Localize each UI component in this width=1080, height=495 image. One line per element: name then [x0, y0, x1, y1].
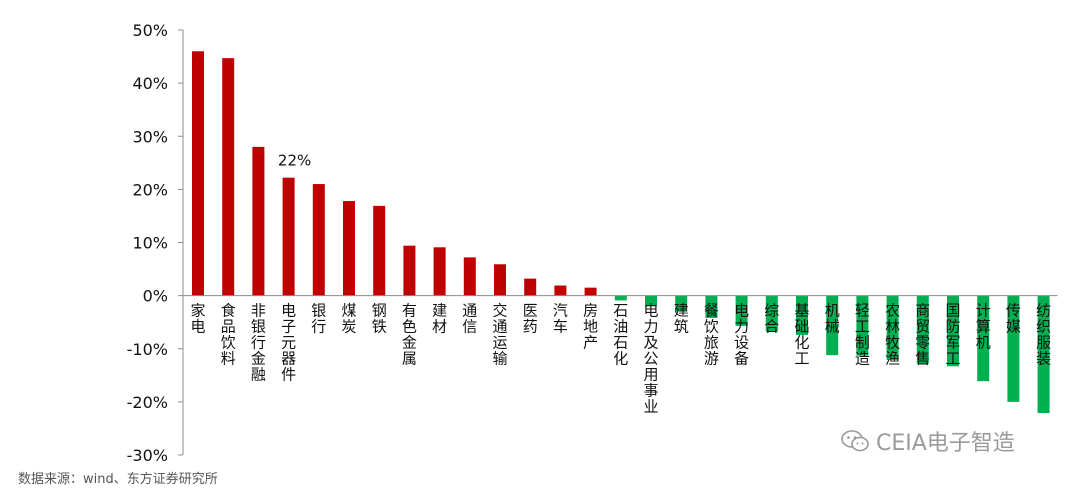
- bar: [765, 295, 778, 332]
- x-tick-label: 食品饮料: [221, 302, 236, 368]
- y-tick-label: 40%: [132, 74, 168, 93]
- x-tick-label: 银行: [311, 302, 326, 336]
- x-tick-label: 交通运输: [492, 302, 507, 368]
- bar: [1037, 295, 1050, 414]
- bar: [614, 295, 627, 301]
- bar: [886, 295, 899, 360]
- x-tick-label: 计算机: [976, 302, 991, 352]
- x-tick-label: 商贸零售: [915, 302, 930, 368]
- x-tick-label: 国防军工: [945, 302, 960, 368]
- x-tick-label: 纺织服装: [1036, 302, 1051, 368]
- y-tick-label: -10%: [127, 340, 168, 359]
- bar: [856, 295, 869, 356]
- bar: [796, 295, 808, 335]
- x-tick-label: 传媒: [1006, 302, 1021, 336]
- bar: [222, 58, 235, 296]
- x-tick-label: 石油石化: [613, 302, 628, 368]
- bar: [675, 295, 688, 312]
- bar: [977, 295, 990, 382]
- bar: [705, 295, 718, 318]
- x-tick-label: 汽车: [553, 302, 568, 336]
- bar: [433, 247, 446, 296]
- bar: [494, 264, 506, 296]
- bar: [1007, 295, 1020, 402]
- bar: [373, 205, 386, 296]
- bar: [463, 257, 476, 296]
- bar: [554, 285, 567, 296]
- bar: [282, 177, 295, 296]
- y-tick-label: 50%: [132, 21, 168, 40]
- bar: [645, 295, 657, 307]
- bar: [252, 146, 265, 296]
- x-tick-label: 房地产: [583, 302, 598, 352]
- data-label: 22%: [278, 152, 311, 170]
- x-tick-label: 电子元器件: [281, 302, 296, 384]
- x-tick-label: 钢铁: [372, 302, 387, 336]
- bar: [916, 295, 929, 364]
- y-tick-label: 0%: [143, 287, 168, 306]
- y-tick-label: -20%: [127, 393, 168, 412]
- x-tick-label: 电力及公用事业: [643, 302, 658, 416]
- bar: [524, 278, 537, 296]
- x-tick-label: 建材: [432, 302, 447, 336]
- wechat-icon: [841, 430, 869, 452]
- x-tick-label: 综合: [764, 302, 779, 336]
- source-note: 数据来源：wind、东方证券研究所: [18, 472, 218, 487]
- bar: [312, 184, 325, 296]
- x-tick-label: 非银行金融: [251, 302, 266, 384]
- x-tick-label: 农林牧渔: [885, 302, 900, 368]
- x-tick-label: 有色金属: [402, 302, 417, 368]
- bar: [947, 295, 959, 367]
- x-tick-label: 医药: [523, 302, 538, 336]
- bar: [403, 245, 416, 296]
- x-tick-label: 电力设备: [734, 302, 749, 368]
- y-tick-label: 30%: [132, 127, 168, 146]
- y-tick-label: 20%: [132, 180, 168, 199]
- bar: [735, 295, 748, 326]
- x-tick-label: 通信: [462, 302, 477, 336]
- x-tick-label: 轻工制造: [855, 302, 870, 368]
- x-tick-label: 煤炭: [341, 302, 356, 336]
- y-tick-label: -30%: [127, 446, 168, 465]
- x-tick-label: 餐饮旅游: [704, 302, 719, 368]
- bar: [192, 51, 204, 296]
- y-tick-label: 10%: [132, 234, 168, 253]
- bar: [826, 295, 839, 356]
- x-tick-label: 建筑: [674, 302, 689, 336]
- watermark: CEIA电子智造: [840, 425, 1015, 457]
- watermark-text: CEIA电子智造: [876, 431, 1015, 456]
- bar: [343, 201, 355, 296]
- x-tick-label: 家电: [190, 302, 205, 336]
- bar: [584, 287, 597, 296]
- x-tick-label: 机械: [825, 302, 840, 336]
- x-tick-label: 基础化工: [794, 302, 809, 368]
